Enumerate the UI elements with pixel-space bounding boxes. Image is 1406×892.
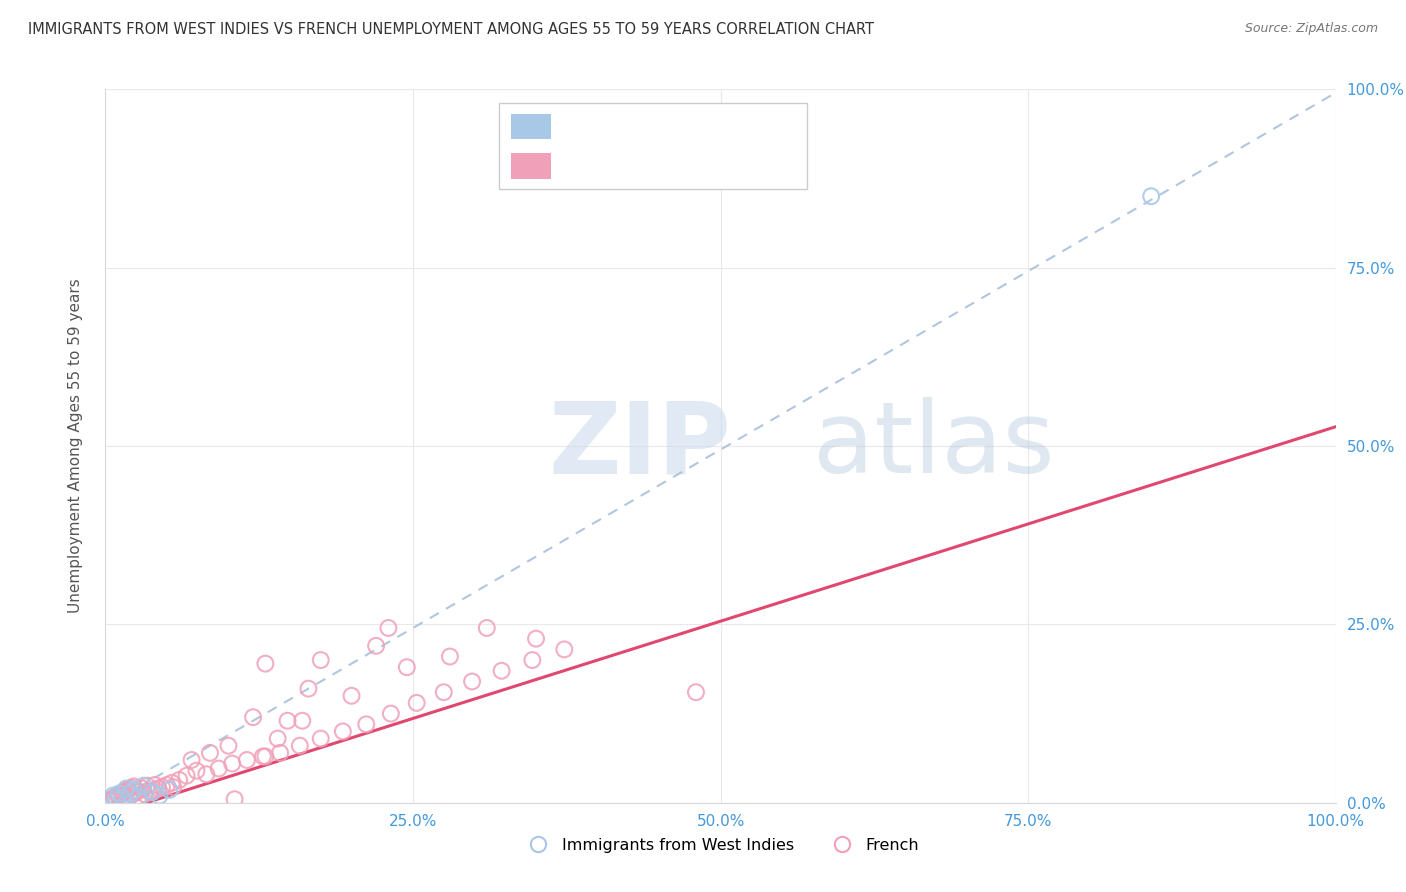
Point [120,787,141,801]
Point [104,790,127,805]
Point [162,780,184,794]
Point [439,649,461,664]
Point [433,685,456,699]
Point [103,790,125,805]
Point [297,681,319,696]
Point [100,792,122,806]
Point [105,792,128,806]
Point [242,710,264,724]
Point [148,781,170,796]
Point [107,789,129,803]
Point [218,739,240,753]
Point [169,772,191,787]
Point [380,706,402,721]
Point [129,790,152,805]
Point [120,780,142,795]
Point [115,783,138,797]
Point [491,664,513,678]
Point [291,714,314,728]
Point [134,787,156,801]
Text: IMMIGRANTS FROM WEST INDIES VS FRENCH UNEMPLOYMENT AMONG AGES 55 TO 59 YEARS COR: IMMIGRANTS FROM WEST INDIES VS FRENCH UN… [28,22,875,37]
Point [236,753,259,767]
Point [132,779,155,793]
Point [522,653,544,667]
Point [553,642,575,657]
Point [332,724,354,739]
Point [277,714,299,728]
Point [131,781,153,796]
Point [254,749,277,764]
Point [108,787,131,801]
Point [208,762,231,776]
Point [377,621,399,635]
Point [101,789,124,803]
Point [195,767,218,781]
Point [143,778,166,792]
Text: atlas: atlas [813,398,1054,494]
Point [118,789,141,804]
Point [108,788,131,802]
Point [354,717,377,731]
Point [122,783,145,797]
Point [475,621,498,635]
Point [111,790,134,805]
Point [309,731,332,746]
Point [110,787,132,801]
Point [143,783,166,797]
Point [288,739,311,753]
Point [160,776,183,790]
Point [141,784,163,798]
Point [112,785,135,799]
Point [221,756,243,771]
Point [252,749,274,764]
Point [524,632,547,646]
Point [180,753,202,767]
Point [176,769,198,783]
Text: ZIP: ZIP [548,398,731,494]
Point [198,746,221,760]
Point [136,779,159,793]
Point [340,689,363,703]
Point [117,783,139,797]
Point [156,778,179,792]
Point [366,639,388,653]
Point [269,746,291,760]
Point [224,792,246,806]
Point [138,785,162,799]
Point [127,784,149,798]
Point [128,790,150,805]
Y-axis label: Unemployment Among Ages 55 to 59 years: Unemployment Among Ages 55 to 59 years [69,278,83,614]
Point [141,785,163,799]
Point [98,794,121,808]
Point [395,660,418,674]
Point [159,783,180,797]
Point [125,785,148,799]
Point [309,653,332,667]
Point [186,764,208,778]
Point [267,731,290,746]
Point [1140,189,1163,203]
Point [115,781,138,796]
Text: Source: ZipAtlas.com: Source: ZipAtlas.com [1244,22,1378,36]
Point [149,789,172,803]
Point [122,780,145,794]
Point [150,780,173,794]
Point [685,685,707,699]
Point [461,674,484,689]
Point [405,696,427,710]
Legend: Immigrants from West Indies, French: Immigrants from West Indies, French [516,831,925,859]
Point [121,787,143,801]
Point [111,786,134,800]
Point [254,657,277,671]
